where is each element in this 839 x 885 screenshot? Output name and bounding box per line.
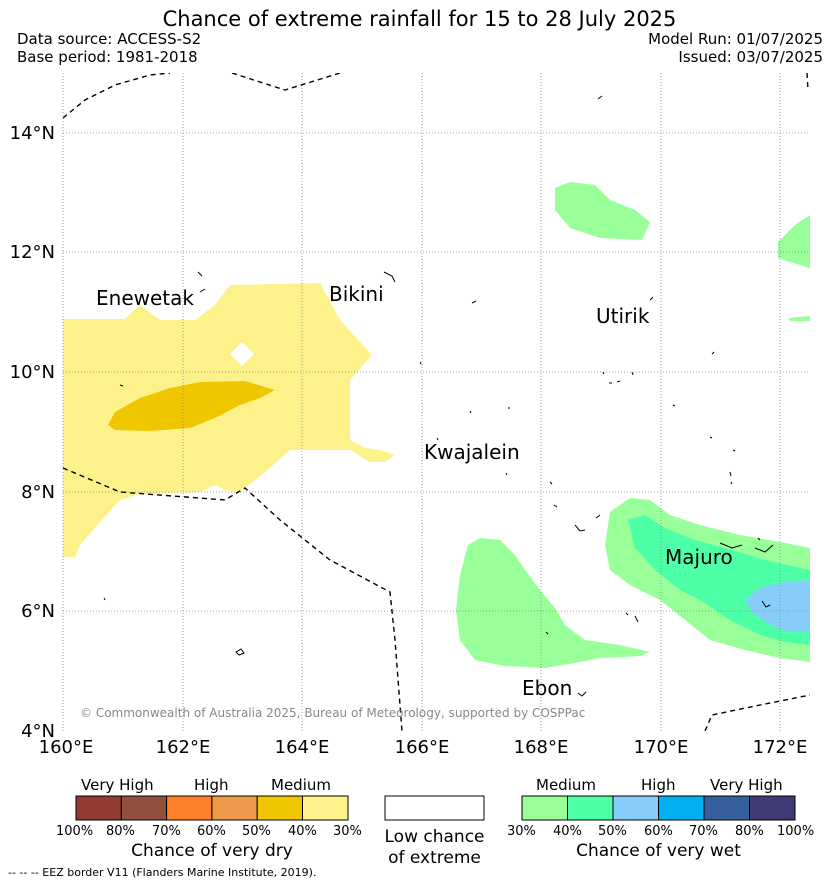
lon-tick: 160°E xyxy=(39,737,94,758)
place-labels: Enewetak Bikini Utirik Kwajalein Majuro … xyxy=(96,282,733,700)
dry-tick: 30% xyxy=(333,824,362,839)
eez-footnote: -- -- -- EEZ border V11 (Flanders Marine… xyxy=(8,866,317,879)
wet-region-northeast xyxy=(778,215,810,268)
wet-region-east-high xyxy=(745,580,810,632)
dry-caption: Chance of very dry xyxy=(131,841,293,861)
wet-swatch xyxy=(658,795,705,821)
place-bikini: Bikini xyxy=(329,282,384,306)
neutral-swatch xyxy=(384,795,485,821)
chart-title: Chance of extreme rainfall for 15 to 28 … xyxy=(162,7,677,31)
meta-right: Model Run: 01/07/2025 Issued: 03/07/2025 xyxy=(648,30,823,66)
neutral-caption-line-1: Low chance xyxy=(384,827,485,847)
place-enewetak: Enewetak xyxy=(96,286,194,310)
lon-tick-labels: 160°E 162°E 164°E 166°E 168°E 170°E 172°… xyxy=(39,737,808,758)
wet-tick: 40% xyxy=(553,824,582,839)
lat-tick: 4°N xyxy=(21,721,55,742)
dry-region-light xyxy=(63,283,395,557)
wet-swatch xyxy=(749,795,796,821)
wet-legend-bar xyxy=(521,795,796,821)
wet-heading-high: High xyxy=(641,776,676,794)
wet-swatch xyxy=(703,795,750,821)
dry-legend-bar xyxy=(75,795,349,821)
lon-tick: 170°E xyxy=(634,737,689,758)
neutral-caption-line-2: of extreme xyxy=(388,848,481,868)
wet-tick: 100% xyxy=(777,824,815,839)
lat-tick: 12°N xyxy=(10,242,55,263)
model-run: Model Run: 01/07/2025 xyxy=(648,30,823,48)
lon-tick: 168°E xyxy=(514,737,569,758)
place-kwajalein: Kwajalein xyxy=(424,440,520,464)
dry-swatch xyxy=(75,795,122,821)
wet-swatch xyxy=(612,795,659,821)
dry-tick: 40% xyxy=(288,824,317,839)
copyright-note: © Commonwealth of Australia 2025, Bureau… xyxy=(80,706,585,720)
wet-caption: Chance of very wet xyxy=(576,841,741,861)
wet-region-north xyxy=(555,182,650,240)
dry-heading-high: High xyxy=(194,776,229,794)
wet-tick: 30% xyxy=(507,824,536,839)
wet-tick: 70% xyxy=(689,824,718,839)
meta-left: Data source: ACCESS-S2 Base period: 1981… xyxy=(17,30,201,66)
dry-swatch xyxy=(302,795,349,821)
wet-heading-very-high: Very High xyxy=(710,776,783,794)
island-outlines xyxy=(103,95,774,697)
dry-region-medium xyxy=(108,381,275,431)
dry-swatch xyxy=(211,795,258,821)
data-source: Data source: ACCESS-S2 xyxy=(17,30,202,48)
neutral-caption: Low chance of extreme xyxy=(375,827,494,869)
dry-swatch xyxy=(166,795,213,821)
issued-date: Issued: 03/07/2025 xyxy=(678,48,823,66)
lat-tick-labels: 14°N 12°N 10°N 8°N 6°N 4°N xyxy=(10,123,55,742)
wet-heading-medium: Medium xyxy=(536,776,596,794)
lon-tick: 164°E xyxy=(275,737,330,758)
lon-tick: 162°E xyxy=(156,737,211,758)
wet-swatch xyxy=(567,795,614,821)
place-ebon: Ebon xyxy=(522,676,572,700)
dry-tick: 60% xyxy=(197,824,226,839)
wet-tick: 60% xyxy=(644,824,673,839)
wet-swatch xyxy=(521,795,568,821)
wet-tick: 50% xyxy=(598,824,627,839)
place-majuro: Majuro xyxy=(665,545,733,569)
lat-tick: 8°N xyxy=(21,482,55,503)
dry-gap xyxy=(230,342,254,366)
wet-tick: 80% xyxy=(735,824,764,839)
dry-heading-medium: Medium xyxy=(271,776,331,794)
lat-tick: 14°N xyxy=(10,123,55,144)
dry-tick: 50% xyxy=(242,824,271,839)
dry-swatch xyxy=(120,795,168,821)
lat-tick: 10°N xyxy=(10,362,55,383)
base-period: Base period: 1981-2018 xyxy=(17,48,198,66)
wet-region-sliver xyxy=(788,316,810,321)
rainfall-layer xyxy=(63,182,810,668)
wet-region-south xyxy=(456,538,650,668)
dry-tick: 80% xyxy=(106,824,135,839)
dry-tick: 70% xyxy=(152,824,181,839)
dry-heading-very-high: Very High xyxy=(81,776,154,794)
dry-tick: 100% xyxy=(56,824,94,839)
lon-tick: 172°E xyxy=(753,737,808,758)
eez-borders xyxy=(63,73,810,731)
lon-tick: 166°E xyxy=(395,737,450,758)
lat-tick: 6°N xyxy=(21,601,55,622)
dry-swatch xyxy=(256,795,304,821)
place-utirik: Utirik xyxy=(596,304,650,328)
